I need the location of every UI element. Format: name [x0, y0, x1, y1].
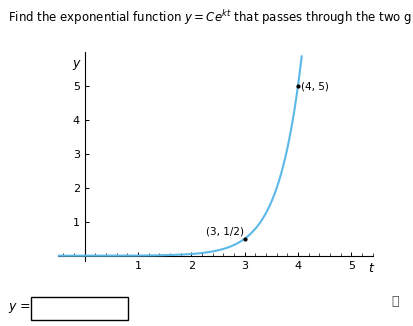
Text: $y$ =: $y$ = — [8, 301, 31, 315]
Text: (4, 5): (4, 5) — [300, 81, 328, 91]
Text: $t$: $t$ — [368, 262, 375, 275]
Text: Find the exponential function $y = Ce^{kt}$ that passes through the two given po: Find the exponential function $y = Ce^{k… — [8, 8, 413, 27]
Text: ⓘ: ⓘ — [391, 295, 398, 308]
FancyBboxPatch shape — [31, 297, 127, 320]
Text: (3, 1/2): (3, 1/2) — [206, 226, 244, 236]
Text: $y$: $y$ — [72, 58, 82, 72]
